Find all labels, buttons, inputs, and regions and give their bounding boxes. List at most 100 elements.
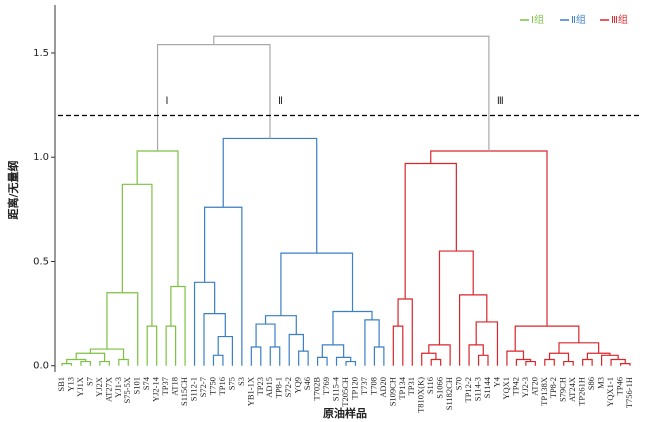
y-tick-label: 1.5 xyxy=(33,48,49,59)
dendrogram-link xyxy=(255,323,276,347)
leaf-label: S115CH xyxy=(179,377,189,406)
dendrogram-link xyxy=(66,358,87,364)
leaf-label: M3 xyxy=(596,377,606,389)
dendrogram-link xyxy=(514,325,580,352)
y-tick-label: 0.0 xyxy=(33,361,49,372)
leaf-label: TP42 xyxy=(510,377,520,395)
leaf-label: S70 xyxy=(454,377,464,390)
leaf-label: S116 xyxy=(425,377,435,394)
dendrogram-link xyxy=(475,321,499,366)
dendrogram-link xyxy=(264,315,297,335)
dendrogram-link xyxy=(544,358,555,366)
dendrogram-link xyxy=(217,335,233,366)
leaf-label: T810X(K) xyxy=(416,377,426,413)
group-annotation: Ⅲ xyxy=(497,96,504,107)
dendrogram-link xyxy=(332,310,373,345)
group-annotation: Ⅰ xyxy=(166,96,169,107)
dendrogram-link xyxy=(170,285,186,366)
dendrogram-link xyxy=(222,137,318,254)
leaf-label: S72-2 xyxy=(283,377,293,397)
leaf-label: YJ1X xyxy=(75,377,85,397)
leaf-label: S1182CH xyxy=(444,377,454,410)
dendrogram-link xyxy=(430,358,442,366)
leaf-label: T737 xyxy=(359,377,369,395)
leaf-label: S101 xyxy=(132,377,142,394)
leaf-label: AD20 xyxy=(378,377,388,398)
dendrogram-link xyxy=(121,183,153,327)
leaf-label: S79CH xyxy=(558,377,568,402)
dendrogram-link xyxy=(75,352,106,362)
dendrogram-link xyxy=(421,352,437,366)
leaf-label: TP16 xyxy=(217,377,227,395)
leaf-label: TP120 xyxy=(349,377,359,400)
y-tick-label: 1.0 xyxy=(33,152,49,163)
y-tick-label: 0.5 xyxy=(33,256,49,267)
dendrogram-link xyxy=(80,360,91,366)
leaf-label: S1144 xyxy=(482,376,492,398)
dendrogram-link xyxy=(477,354,489,366)
leaf-label: T702B xyxy=(312,377,322,401)
dendrogram-link xyxy=(317,356,328,366)
dendrogram-link xyxy=(430,150,548,327)
leaf-label: TP8-2 xyxy=(548,377,558,398)
leaf-label: AT24X xyxy=(567,377,577,402)
leaf-label: S75 xyxy=(226,377,236,390)
dendrogram-link xyxy=(397,298,413,366)
leaf-label: T750 xyxy=(207,377,217,395)
leaf-label: Y4 xyxy=(491,376,501,387)
leaf-label: YQX1 xyxy=(501,377,511,400)
dendrogram-link xyxy=(165,325,177,366)
dendrogram-link xyxy=(619,363,631,366)
y-axis-title: 距离/无量纲 xyxy=(6,160,20,219)
dendrogram-link xyxy=(212,354,224,366)
leaf-label: T205CH xyxy=(340,377,350,407)
leaf-label: S75-5X xyxy=(122,377,132,403)
dendrogram-link xyxy=(586,352,611,360)
leaf-label: TP8-1 xyxy=(274,377,284,398)
dendrogram-link xyxy=(280,252,354,316)
x-axis-title: 原油样品 xyxy=(323,406,367,420)
dendrogram-link xyxy=(203,313,226,366)
leaf-label: Y13 xyxy=(65,377,75,392)
dendrogram-link xyxy=(269,346,281,366)
dendrogram-link xyxy=(136,150,179,287)
leaf-label: T708 xyxy=(368,377,378,395)
legend-label: Ⅲ组 xyxy=(611,13,628,26)
dendrogram-link xyxy=(428,344,451,366)
dendrogram-link xyxy=(213,35,490,151)
dendrogram-link xyxy=(345,360,357,366)
leaf-label: S3 xyxy=(236,377,246,386)
leaf-label: S46 xyxy=(302,377,312,390)
leaf-label: TP134 xyxy=(397,376,407,399)
dendrogram-link xyxy=(156,44,271,151)
leaf-label: YJ2-3 xyxy=(520,377,530,398)
leaf-label: TP31 xyxy=(406,377,416,395)
dendrogram-link xyxy=(364,319,380,366)
dendrogram-link xyxy=(525,360,536,366)
leaf-label: S1066 xyxy=(435,377,445,399)
dendrogram-link xyxy=(203,206,243,366)
legend-label: Ⅱ组 xyxy=(571,13,586,26)
dendrogram-link xyxy=(610,358,626,366)
leaf-label: TP23 xyxy=(255,377,265,395)
dendrogram-link xyxy=(99,360,110,366)
leaf-label: S7 xyxy=(84,377,94,386)
dendrogram-link xyxy=(250,346,262,366)
dendrogram-link xyxy=(146,325,158,366)
leaf-label: YJ2-14 xyxy=(151,376,161,402)
leaf-label: YQX1-1 xyxy=(605,377,615,407)
dendrogram-link xyxy=(288,333,304,366)
dendrogram-link xyxy=(61,363,73,366)
leaf-label: S86 xyxy=(586,377,596,390)
dendrogram-link xyxy=(321,344,345,358)
leaf-label: S115-4 xyxy=(330,376,340,401)
dendrogram-link xyxy=(548,352,570,362)
legend-label: Ⅰ组 xyxy=(531,13,544,26)
dendrogram-link xyxy=(438,250,474,345)
leaf-label: YB1-1X xyxy=(245,377,255,406)
leaf-label: AT27X xyxy=(103,377,113,402)
dendrogram-link xyxy=(558,342,600,354)
group-annotation: Ⅱ xyxy=(278,96,283,107)
dendrogram-link xyxy=(582,358,593,366)
dendrogram-link xyxy=(515,358,532,366)
